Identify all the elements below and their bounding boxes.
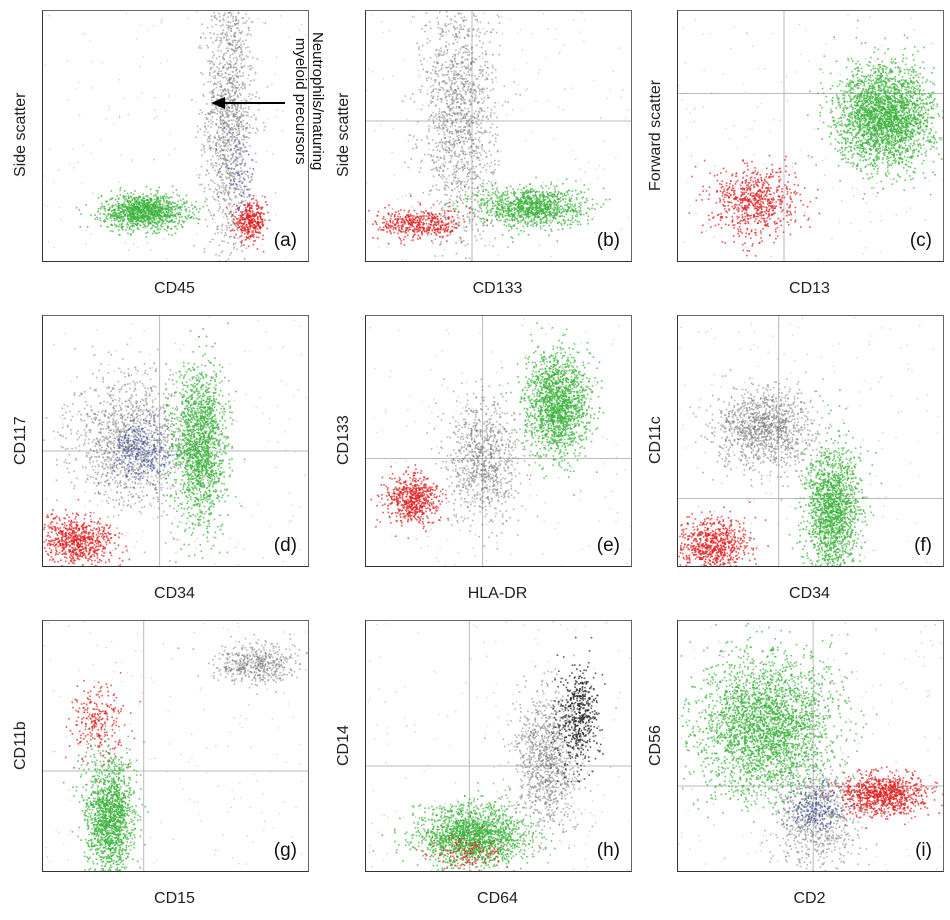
panel-letter: (b) [597, 230, 620, 252]
population-green [76, 186, 222, 239]
y-axis-label: CD133 [335, 415, 353, 465]
population-red [689, 155, 821, 257]
scatter-plot-svg [43, 621, 308, 871]
x-axis-label: CD15 [42, 890, 307, 908]
plot-area [365, 315, 632, 567]
plot-area [677, 315, 944, 567]
scatter-plot-svg [678, 621, 943, 871]
panel-f: (f) CD34 [677, 315, 942, 615]
panel-c: (c) CD13 [677, 10, 942, 310]
population-red [815, 766, 943, 829]
population-red [43, 499, 130, 566]
panel-h: (h) CD64 [365, 620, 630, 920]
population-green [500, 322, 604, 495]
scatter-plot-svg [43, 11, 308, 261]
annotation-line-2: myeloid precursors [292, 32, 309, 170]
y-axis-label: Forward scatter [647, 79, 665, 190]
panel-letter: (h) [597, 840, 620, 862]
plot-area [365, 10, 632, 262]
x-axis-label: CD64 [365, 890, 630, 908]
population-green [63, 717, 149, 871]
panel-b: (b) CD133 [365, 10, 630, 310]
panel-letter: (g) [274, 840, 297, 862]
x-axis-label: CD133 [365, 280, 630, 298]
x-axis-label: CD45 [42, 280, 307, 298]
x-axis-label: HLA-DR [365, 585, 630, 603]
x-axis-label: CD2 [677, 890, 942, 908]
panel-g: (g) CD15 [42, 620, 307, 920]
scatter-plot-svg [366, 621, 631, 871]
plot-area [42, 620, 309, 872]
y-axis-label: CD14 [335, 725, 353, 766]
panel-d: (d) CD34 [42, 315, 307, 615]
panel-letter: (f) [914, 535, 932, 557]
panel-letter: (a) [274, 230, 297, 252]
scatter-plot-svg [678, 11, 943, 261]
x-axis-label: CD34 [42, 585, 307, 603]
scatter-plot-svg [43, 316, 308, 566]
y-axis-label: Side scatter [12, 93, 30, 177]
y-axis-label: CD117 [12, 416, 30, 465]
panel-letter: (d) [274, 535, 297, 557]
plot-area [42, 10, 309, 262]
population-green [807, 20, 943, 200]
panel-i: (i) CD2 [677, 620, 942, 920]
scatter-plot-svg [366, 11, 631, 261]
y-axis-label: CD56 [647, 725, 665, 766]
y-axis-label: CD11c [647, 416, 665, 464]
panel-letter: (e) [597, 535, 620, 557]
panel-e: (e) HLA-DR [365, 315, 630, 615]
scatter-plot-svg [366, 316, 631, 566]
x-axis-label: CD13 [677, 280, 942, 298]
population-red [226, 195, 270, 253]
background-events [44, 11, 308, 260]
plot-area [677, 620, 944, 872]
y-axis-label: Side scatter [335, 93, 353, 177]
population-green [789, 389, 882, 566]
y-axis-label: CD11b [12, 721, 30, 770]
panel-letter: (i) [915, 840, 932, 862]
population-green [150, 323, 245, 563]
scatter-plot-svg [678, 316, 943, 566]
population-gray [177, 634, 308, 696]
population-red [678, 501, 769, 566]
plot-area [365, 620, 632, 872]
x-axis-label: CD34 [677, 585, 942, 603]
plot-area [677, 10, 944, 262]
flow-cytometry-figure: Side scatter (a) CD45 Neutrophils/maturingm… [0, 0, 950, 914]
plot-area [42, 315, 309, 567]
annotation-line-1: Neutrophils/maturing [309, 32, 326, 170]
panel-letter: (c) [910, 230, 932, 252]
